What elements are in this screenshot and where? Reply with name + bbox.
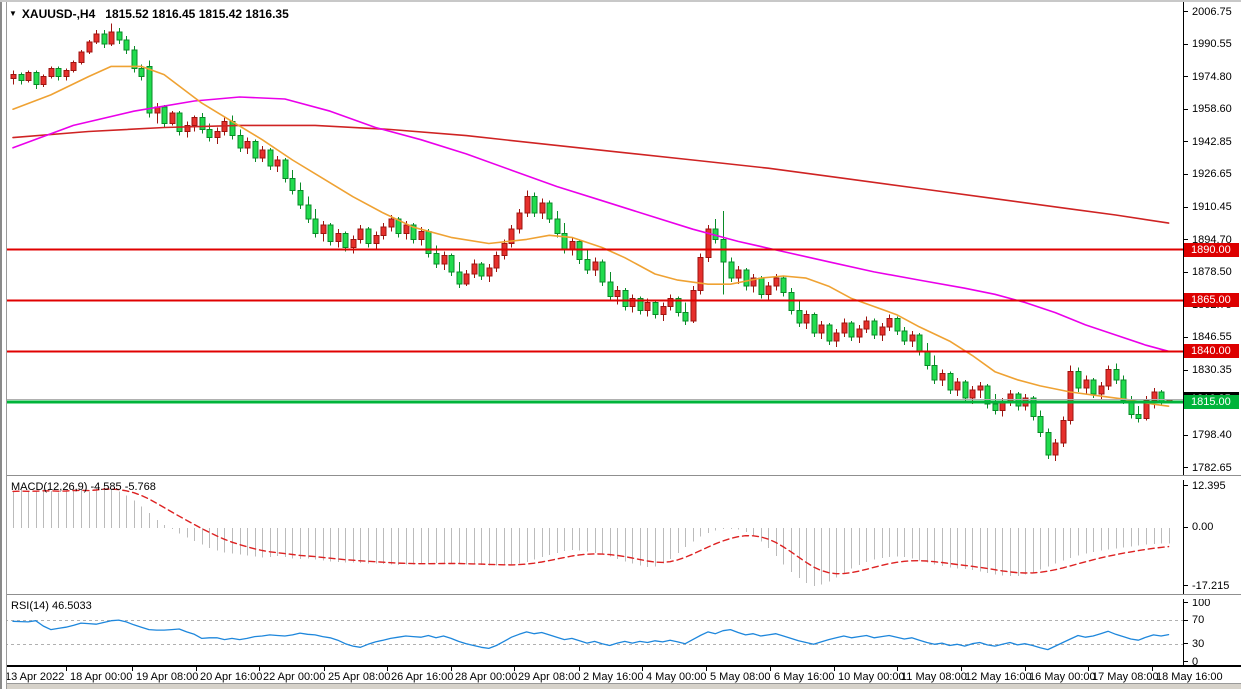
pane-splitter-macd[interactable] (0, 475, 1241, 480)
time-axis-label: 29 Apr 08:00 (518, 671, 581, 683)
axis-tick-label: 0.00 (1184, 521, 1213, 534)
time-axis-label: 19 Apr 08:00 (136, 671, 199, 683)
rsi-canvas[interactable] (5, 598, 1183, 665)
rsi-pane[interactable]: RSI(14) 46.5033 (5, 598, 1183, 665)
resistance-price-badge: 1840.00 (1184, 344, 1239, 359)
horizontal-scroll-area[interactable] (0, 683, 1241, 689)
axis-tick-label: 1798.40 (1184, 429, 1232, 442)
time-tick (706, 667, 707, 671)
axis-tick-label: 1926.65 (1184, 168, 1232, 181)
macd-canvas[interactable] (5, 479, 1183, 594)
time-axis-label: 22 Apr 00:00 (263, 671, 326, 683)
macd-label: MACD(12,26,9) -4.585 -5.768 (11, 481, 156, 493)
time-tick (514, 667, 515, 671)
symbol-period-label: XAUUSD-,H4 (21, 7, 96, 21)
axis-tick-label: 1910.45 (1184, 201, 1232, 214)
time-tick (1088, 667, 1089, 671)
time-axis-label: 12 May 16:00 (965, 671, 1032, 683)
axis-tick-label: 12.395 (1184, 480, 1226, 493)
time-axis-label: 13 Apr 2022 (5, 671, 65, 683)
time-tick (132, 667, 133, 671)
time-tick (1025, 667, 1026, 671)
time-tick (324, 667, 325, 671)
price-chart-pane[interactable] (5, 2, 1183, 475)
time-tick (259, 667, 260, 671)
axis-tick-label: 70 (1184, 614, 1204, 627)
axis-tick-label: 1990.55 (1184, 38, 1232, 51)
time-axis-label: 2 May 16:00 (583, 671, 644, 683)
time-tick (961, 667, 962, 671)
time-axis-label: 16 May 00:00 (1029, 671, 1096, 683)
time-axis-label: 4 May 00:00 (646, 671, 707, 683)
axis-tick-label: 1782.65 (1184, 462, 1232, 475)
time-tick (66, 667, 67, 671)
time-axis-label: 20 Apr 16:00 (200, 671, 263, 683)
time-tick (387, 667, 388, 671)
axis-tick-label: 1846.55 (1184, 331, 1232, 344)
axis-tick-label: 2006.75 (1184, 6, 1232, 19)
time-axis[interactable]: 13 Apr 2022 18 Apr 00:00 19 Apr 08:00 20 Ap… (0, 665, 1241, 685)
axis-tick-label: 100 (1184, 597, 1210, 610)
ohlc-values: 1815.52 1816.45 1815.42 1816.35 (105, 7, 289, 21)
price-chart-canvas[interactable] (5, 2, 1183, 475)
axis-tick-label: 1830.35 (1184, 364, 1232, 377)
resistance-price-badge: 1890.00 (1184, 242, 1239, 257)
time-tick (897, 667, 898, 671)
axis-tick-label: 1958.60 (1184, 103, 1232, 116)
chart-title: ▼ XAUUSD-,H4 1815.52 1816.45 1815.42 1816.… (9, 7, 289, 21)
resistance-price-badge: 1865.00 (1184, 293, 1239, 308)
time-tick (1152, 667, 1153, 671)
time-tick (642, 667, 643, 671)
time-axis-label: 18 May 16:00 (1156, 671, 1223, 683)
macd-pane[interactable]: MACD(12,26,9) -4.585 -5.768 (5, 479, 1183, 594)
axis-tick-label: 1894.70 (1184, 234, 1232, 247)
time-axis-label: 11 May 08:00 (901, 671, 967, 683)
time-tick (770, 667, 771, 671)
time-tick (196, 667, 197, 671)
price-axis[interactable]: 2006.75 1990.55 1974.80 1958.60 1942.85 1926.… (1183, 2, 1241, 668)
time-axis-label: 10 May 00:00 (838, 671, 905, 683)
time-tick (451, 667, 452, 671)
rsi-label: RSI(14) 46.5033 (11, 600, 92, 612)
window-left-splitter[interactable] (0, 2, 7, 689)
axis-tick-label: 1878.50 (1184, 266, 1232, 279)
pane-splitter-rsi[interactable] (0, 594, 1241, 599)
time-axis-label: 6 May 16:00 (774, 671, 835, 683)
axis-tick-label: 1942.85 (1184, 136, 1232, 149)
time-tick (579, 667, 580, 671)
axis-tick-label: 1974.80 (1184, 71, 1232, 84)
time-tick (834, 667, 835, 671)
axis-tick-label: -17.215 (1184, 580, 1229, 593)
time-axis-label: 18 Apr 00:00 (70, 671, 133, 683)
time-axis-label: 28 Apr 00:00 (455, 671, 518, 683)
time-axis-label: 25 Apr 08:00 (328, 671, 391, 683)
time-axis-label: 17 May 08:00 (1092, 671, 1159, 683)
axis-tick-label: 30 (1184, 638, 1204, 651)
support-price-badge: 1815.00 (1184, 395, 1239, 410)
time-axis-label: 26 Apr 16:00 (391, 671, 454, 683)
time-axis-label: 5 May 08:00 (710, 671, 771, 683)
symbol-dropdown-icon[interactable]: ▼ (9, 9, 17, 18)
axis-tick-label: 0 (1184, 656, 1198, 669)
